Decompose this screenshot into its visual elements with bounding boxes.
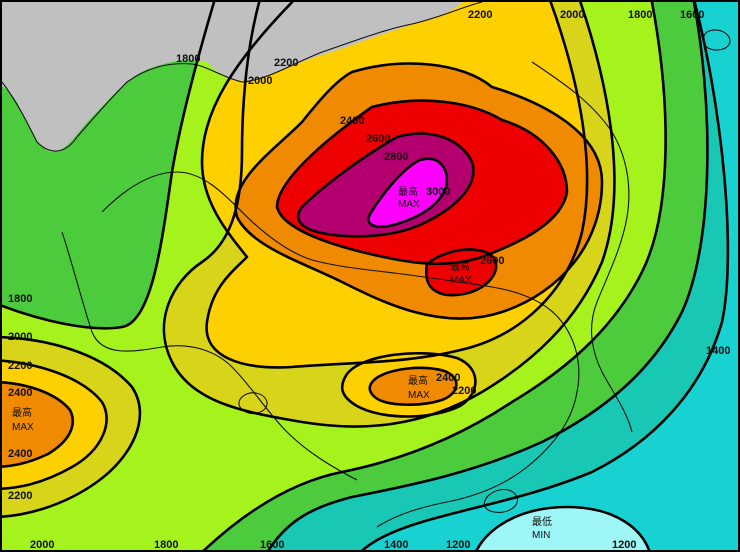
max-label-cn: 最高 (398, 185, 418, 198)
contour-label: 2400 (340, 115, 364, 127)
contour-label: 2200 (274, 57, 298, 69)
contour-2200 (200, 2, 589, 369)
contour-label: 1800 (8, 293, 32, 305)
contour-labels: 1800 2000 2200 2200 2000 1800 1600 2400 … (8, 9, 730, 551)
contour-2400-west (2, 381, 75, 468)
coastline-west (61, 231, 358, 481)
contour-1800-west (2, 2, 216, 330)
band-2400-2600-west (2, 382, 73, 467)
contour-2600-southeast (424, 248, 498, 297)
max-label-cn: 最高 (408, 374, 428, 387)
contour-label: 3000 (426, 186, 450, 198)
contour-1200-south (475, 505, 651, 550)
contour-label: 2000 (30, 539, 54, 551)
contour-2400 (234, 62, 604, 320)
max-label-en: MAX (408, 390, 430, 401)
gray-land-north (2, 2, 464, 152)
band-le-1200-south (477, 507, 649, 550)
max-label-en: MAX (12, 422, 34, 433)
contour-2400-south (368, 366, 458, 406)
contour-label: 2000 (248, 75, 272, 87)
extrema-labels: 最高 MAX 最高 MAX 最高 MAX 最高 MAX 最低 MIN (12, 185, 552, 541)
contour-label: 1600 (260, 539, 284, 551)
contour-label: 2600 (480, 255, 504, 267)
contour-label: 2200 (8, 360, 32, 372)
min-label-en: MIN (532, 530, 550, 541)
coastline-east (531, 61, 633, 433)
max-label-cn: 最高 (450, 260, 470, 273)
contour-2200-south (340, 351, 477, 418)
max-label-cn: 最高 (12, 406, 32, 419)
contour-label: 1800 (154, 539, 178, 551)
max-label-en: MAX (450, 275, 472, 286)
band-2400-2600-south (369, 367, 457, 405)
contour-2600 (275, 99, 569, 266)
coastline-central (101, 171, 580, 528)
island-outline-2 (238, 392, 268, 415)
contour-label: 2200 (8, 490, 32, 502)
contour-label: 2400 (436, 372, 460, 384)
band-2600-2800-southeast (426, 249, 497, 296)
contour-label: 1600 (680, 9, 704, 21)
contour-label: 2200 (452, 385, 476, 397)
contour-1600 (267, 2, 709, 550)
coastline-north (2, 2, 483, 152)
contour-1800 (202, 2, 667, 550)
contour-lines (2, 2, 730, 550)
contour-label: 1400 (706, 345, 730, 357)
contour-label: 1800 (176, 53, 200, 65)
contour-label: 1200 (612, 539, 636, 551)
contour-label: 2000 (560, 9, 584, 21)
contour-label: 2200 (468, 9, 492, 21)
contour-2800 (296, 132, 475, 238)
contour-label: 2400 (8, 387, 32, 399)
contour-1400-east (360, 2, 730, 550)
contour-label: 1400 (384, 539, 408, 551)
max-label-en: MAX (398, 199, 420, 210)
contour-label: 2600 (366, 133, 390, 145)
contour-label: 1200 (446, 539, 470, 551)
contour-label: 2400 (8, 448, 32, 460)
contour-3000 (367, 157, 449, 228)
contour-label: 1800 (628, 9, 652, 21)
contour-2000 (162, 2, 616, 428)
contour-2200-west (2, 359, 108, 490)
contour-label: 2000 (8, 331, 32, 343)
min-label-cn: 最低 (532, 515, 552, 528)
contour-label: 2800 (384, 151, 408, 163)
contour-2000-west (2, 335, 142, 518)
